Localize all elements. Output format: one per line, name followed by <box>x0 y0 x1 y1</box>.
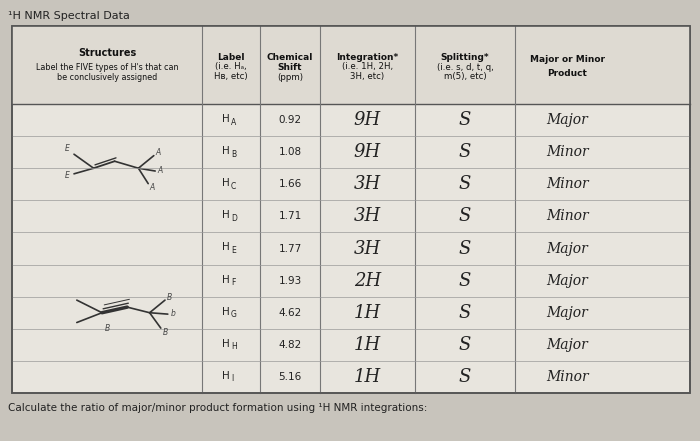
Text: Calculate the ratio of major/minor product formation using ¹H NMR integrations:: Calculate the ratio of major/minor produ… <box>8 403 428 413</box>
Text: 1.71: 1.71 <box>279 211 302 221</box>
Text: A: A <box>149 183 155 192</box>
Bar <box>12 26 690 393</box>
Text: A: A <box>231 118 237 127</box>
Text: Chemical: Chemical <box>267 52 313 61</box>
Text: Minor: Minor <box>546 177 589 191</box>
Text: E: E <box>64 171 69 180</box>
Text: 3H, etc): 3H, etc) <box>351 72 384 82</box>
Text: Minor: Minor <box>546 370 589 384</box>
Text: E: E <box>64 144 69 153</box>
Text: 0.92: 0.92 <box>279 115 302 125</box>
Text: Label: Label <box>217 52 245 61</box>
Text: S: S <box>458 368 471 386</box>
Text: 4.62: 4.62 <box>279 308 302 318</box>
Text: S: S <box>458 175 471 193</box>
Text: 3H: 3H <box>354 239 381 258</box>
Text: Major or Minor: Major or Minor <box>530 56 605 64</box>
Text: Major: Major <box>547 338 589 352</box>
Text: Major: Major <box>547 273 589 288</box>
Text: S: S <box>458 239 471 258</box>
Text: Minor: Minor <box>546 209 589 224</box>
Text: 1.66: 1.66 <box>279 179 302 189</box>
Text: S: S <box>458 111 471 129</box>
Text: G: G <box>231 310 237 319</box>
Text: S: S <box>458 207 471 225</box>
Text: Product: Product <box>547 68 587 78</box>
Text: H: H <box>231 342 237 351</box>
Text: Label the FIVE types of H's that can: Label the FIVE types of H's that can <box>36 63 178 71</box>
Text: Integration*: Integration* <box>337 52 398 61</box>
Text: 1H: 1H <box>354 336 381 354</box>
Text: S: S <box>458 143 471 161</box>
Text: H: H <box>223 339 230 349</box>
Text: 1.93: 1.93 <box>279 276 302 286</box>
Text: 2H: 2H <box>354 272 381 290</box>
Text: 1H: 1H <box>354 368 381 386</box>
Text: (i.e. s, d, t, q,: (i.e. s, d, t, q, <box>437 63 494 71</box>
Text: H: H <box>223 210 230 220</box>
Text: Structures: Structures <box>78 48 136 58</box>
Text: B: B <box>105 324 110 333</box>
Text: H: H <box>223 243 230 253</box>
Text: H: H <box>223 307 230 317</box>
Text: 3H: 3H <box>354 207 381 225</box>
Text: F: F <box>231 278 235 287</box>
Text: ¹H NMR Spectral Data: ¹H NMR Spectral Data <box>8 11 130 21</box>
Text: Major: Major <box>547 306 589 320</box>
Text: (i.e. 1H, 2H,: (i.e. 1H, 2H, <box>342 63 393 71</box>
Text: Minor: Minor <box>546 145 589 159</box>
Text: Splitting*: Splitting* <box>441 52 489 61</box>
Text: b: b <box>171 309 176 318</box>
Text: 1.77: 1.77 <box>279 243 302 254</box>
Text: 9H: 9H <box>354 111 381 129</box>
Text: E: E <box>231 246 236 255</box>
Bar <box>12 26 690 393</box>
Bar <box>12 26 690 104</box>
Text: A: A <box>158 166 163 175</box>
Text: H: H <box>223 371 230 381</box>
Text: H: H <box>223 146 230 156</box>
Text: C: C <box>231 182 237 191</box>
Text: 4.82: 4.82 <box>279 340 302 350</box>
Text: (ppm): (ppm) <box>277 72 303 82</box>
Text: Major: Major <box>547 113 589 127</box>
Text: S: S <box>458 336 471 354</box>
Text: Major: Major <box>547 242 589 255</box>
Text: 1.08: 1.08 <box>279 147 302 157</box>
Text: B: B <box>231 149 236 159</box>
Text: S: S <box>458 272 471 290</box>
Text: B: B <box>167 293 172 302</box>
Text: Hʙ, etc): Hʙ, etc) <box>214 72 248 82</box>
Text: 3H: 3H <box>354 175 381 193</box>
Text: (i.e. Hₐ,: (i.e. Hₐ, <box>215 63 247 71</box>
Text: 9H: 9H <box>354 143 381 161</box>
Text: H: H <box>223 275 230 284</box>
Text: Shift: Shift <box>278 63 302 71</box>
Text: I: I <box>231 374 233 383</box>
Text: B: B <box>162 328 167 337</box>
Text: 1H: 1H <box>354 304 381 322</box>
Text: A: A <box>155 148 160 157</box>
Text: D: D <box>231 214 237 223</box>
Text: H: H <box>223 114 230 124</box>
Text: m(5), etc): m(5), etc) <box>444 72 486 82</box>
Text: S: S <box>458 304 471 322</box>
Text: H: H <box>223 178 230 188</box>
Text: be conclusively assigned: be conclusively assigned <box>57 72 157 82</box>
Text: 5.16: 5.16 <box>279 372 302 382</box>
